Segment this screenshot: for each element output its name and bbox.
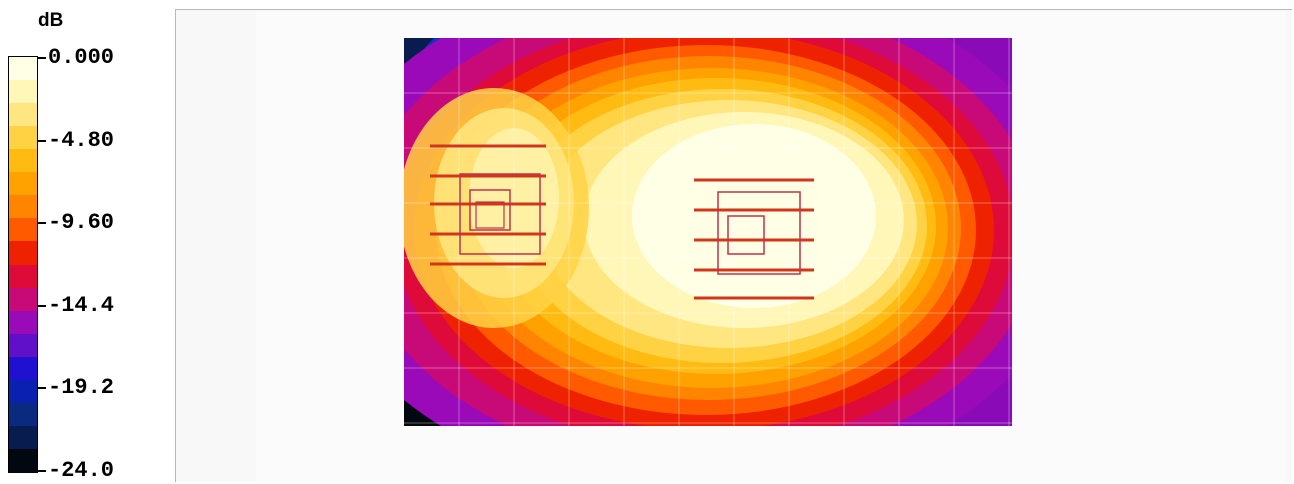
colorbar-tick	[38, 470, 46, 472]
colorbar-band	[9, 425, 37, 450]
heatmap-corner-bl-dark	[404, 388, 444, 426]
colorbar-band	[9, 448, 37, 473]
colorbar-tick	[38, 57, 46, 59]
colorbar-tick-label: -24.0	[48, 458, 115, 483]
colorbar-band	[9, 57, 37, 81]
colorbar	[8, 56, 38, 473]
colorbar-band	[9, 333, 37, 358]
colorbar-band	[9, 103, 37, 127]
colorbar-band	[9, 218, 37, 243]
speaker-frame-inner	[469, 189, 511, 231]
colorbar-tick-label: -14.4	[48, 292, 115, 318]
speaker-frame-outer	[459, 173, 541, 255]
colorbar-band	[9, 241, 37, 266]
colorbar-tick	[38, 139, 46, 142]
speaker-frame-outer	[717, 191, 801, 275]
speaker-frame-core	[475, 201, 505, 229]
colorbar-band	[9, 195, 37, 219]
colorbar-tick-label: -4.80	[48, 127, 115, 153]
speaker-frame-inner	[727, 215, 765, 255]
colorbar-band	[9, 80, 37, 104]
colorbar-band	[9, 356, 37, 381]
colorbar-tick-label: -19.2	[48, 375, 115, 401]
colorbar-band	[9, 379, 37, 404]
colorbar-legend: dB 0.000 -4.80 -9.60 -14.4 -19.2 -24.0	[0, 0, 175, 484]
heatmap-corner-tl-dark	[404, 38, 434, 83]
colorbar-band	[9, 264, 37, 289]
colorbar-band	[9, 172, 37, 196]
colorbar-unit-label: dB	[38, 10, 64, 31]
colorbar-tick	[38, 222, 46, 225]
colorbar-band	[9, 402, 37, 427]
colorbar-tick-label: -9.60	[48, 210, 115, 236]
colorbar-band	[9, 149, 37, 173]
colorbar-tick	[38, 387, 46, 390]
colorbar-tick	[38, 304, 46, 307]
heatmap-area	[404, 38, 1012, 426]
colorbar-band	[9, 287, 37, 312]
heatmap-svg	[404, 38, 1012, 426]
colorbar-band	[9, 310, 37, 335]
colorbar-band	[9, 126, 37, 150]
colorbar-tick-label: 0.000	[48, 45, 115, 70]
